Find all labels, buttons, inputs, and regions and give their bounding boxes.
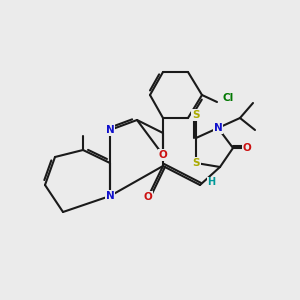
Text: N: N	[106, 125, 114, 135]
Text: N: N	[214, 123, 222, 133]
Text: O: O	[159, 150, 167, 160]
Text: S: S	[192, 158, 200, 168]
Text: Cl: Cl	[222, 93, 234, 103]
Text: O: O	[243, 143, 251, 153]
Text: O: O	[144, 192, 152, 202]
Text: S: S	[192, 110, 200, 120]
Text: N: N	[106, 191, 114, 201]
Text: H: H	[207, 177, 215, 187]
